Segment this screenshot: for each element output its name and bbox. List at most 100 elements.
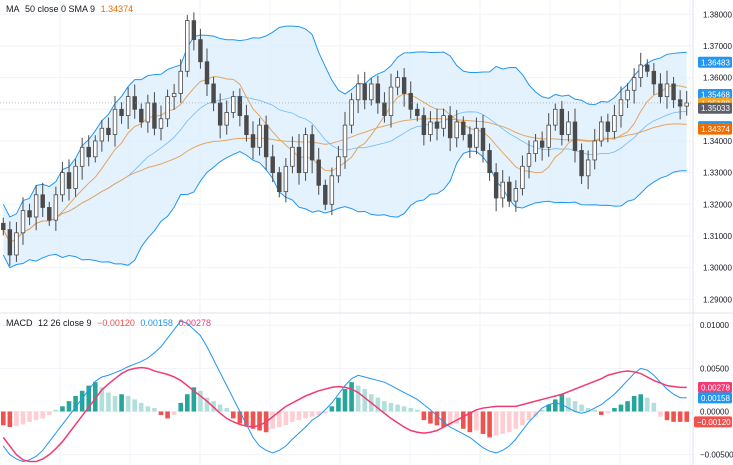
macd-histogram-bar: [605, 411, 611, 414]
macd-histogram-bar: [132, 399, 138, 412]
macd-tick-label: 0.00000: [700, 408, 729, 417]
candle-body: [73, 165, 78, 189]
candle-body: [1, 222, 6, 231]
macd-legend[interactable]: MACD 12 26 close 9 −0.00120 0.00158 0.00…: [6, 318, 214, 328]
price-tick-label: 1.36000: [703, 74, 732, 83]
macd-histogram-bar: [342, 389, 348, 412]
macd-histogram-bar: [250, 411, 256, 429]
macd-histogram-bar: [60, 406, 65, 412]
candle-body: [658, 83, 663, 98]
candle-body: [520, 165, 525, 189]
signal-line: [2, 366, 687, 463]
macd-histogram-bar: [618, 404, 624, 412]
macd-histogram-bar: [592, 409, 598, 412]
candle-body: [185, 20, 190, 72]
candle-body: [388, 86, 394, 117]
candle-body: [539, 140, 545, 148]
macd-histogram-bar: [296, 411, 302, 421]
candle-body: [349, 99, 354, 126]
macd-indicator-params: 12 26 close 9: [38, 318, 92, 328]
macd-badge-bg: [698, 382, 732, 394]
macd-histogram-bar: [198, 390, 203, 412]
price-legend[interactable]: MA 50 close 0 SMA 9 1.34374: [6, 4, 136, 14]
macd-badge-bg: [698, 392, 732, 404]
macd-histogram-bar: [329, 406, 335, 412]
candle-body: [553, 108, 558, 126]
candle-body: [434, 121, 440, 129]
candle-body: [329, 175, 335, 205]
macd-histogram-bar: [579, 404, 584, 412]
candle-body: [66, 172, 72, 189]
candle-body: [447, 115, 453, 139]
candle-body: [375, 83, 381, 104]
macd-histogram-bar: [474, 411, 479, 431]
macd-histogram-bar: [158, 411, 164, 415]
price-badge: 1.35033: [701, 104, 730, 113]
macd-hist-value: −0.00120: [97, 318, 135, 328]
macd-histogram-bar: [566, 397, 571, 412]
candle-body: [198, 39, 203, 63]
macd-histogram-bar: [664, 411, 670, 421]
macd-histogram-bar: [533, 411, 538, 417]
price-badge-bg: [698, 123, 732, 135]
candle-body: [566, 121, 571, 136]
macd-histogram-bar: [230, 411, 236, 419]
macd-histogram-bar: [191, 387, 197, 412]
candle-body: [382, 102, 387, 117]
candle-body: [263, 124, 269, 158]
price-badges: 1.364831.354681.351881.350331.344531.343…: [694, 56, 732, 428]
macd-indicator-name: MACD: [6, 318, 33, 328]
macd-histogram-bar: [178, 402, 184, 412]
macd-tick-label: 0.00500: [700, 364, 729, 373]
candle-body: [224, 112, 229, 126]
candle-body: [599, 121, 604, 142]
macd-badge: 0.00158: [701, 394, 730, 403]
macd-histogram-bar: [546, 404, 552, 412]
candle-body: [441, 115, 446, 129]
candle-body: [290, 146, 295, 167]
candle-body: [40, 194, 45, 208]
candle-body: [47, 207, 52, 221]
macd-lines: [2, 320, 687, 463]
candle-body: [158, 118, 164, 129]
candle-body: [592, 140, 597, 161]
macd-histogram-bar: [428, 411, 433, 424]
macd-badge-bg: [694, 416, 732, 428]
macd-histogram: [0, 382, 690, 438]
candle-body: [86, 146, 91, 158]
macd-histogram-bar: [138, 402, 144, 412]
candle-body: [487, 150, 492, 174]
candle-body: [152, 102, 157, 129]
macd-histogram-bar: [447, 411, 453, 426]
candle-body: [231, 96, 236, 113]
candle-body: [355, 83, 361, 101]
candle-body: [79, 146, 85, 167]
macd-histogram-bar: [651, 402, 657, 412]
macd-histogram-bar: [500, 411, 506, 434]
macd-histogram-bar: [73, 395, 78, 412]
price-tick-label: 1.31000: [703, 232, 732, 241]
macd-histogram-bar: [460, 411, 466, 429]
macd-histogram-bar: [33, 411, 39, 421]
macd-histogram-bar: [257, 411, 262, 431]
macd-histogram-bar: [7, 411, 13, 428]
candle-body: [244, 115, 249, 136]
price-badge: 1.36483: [701, 58, 730, 67]
candle-body: [309, 134, 315, 161]
price-tick-label: 1.38000: [703, 10, 732, 19]
macd-histogram-bar: [559, 394, 565, 412]
macd-histogram-bar: [145, 406, 151, 412]
candle-body: [585, 159, 591, 177]
candle-body: [461, 121, 466, 136]
macd-histogram-bar: [322, 411, 328, 414]
macd-histogram-bar: [152, 408, 157, 412]
price-tick-label: 1.32000: [703, 200, 732, 209]
candle-body: [60, 172, 65, 196]
candle-body: [605, 121, 611, 132]
macd-histogram-bar: [79, 390, 85, 412]
price-tick-label: 1.29000: [703, 295, 732, 304]
macd-histogram-bar: [487, 411, 492, 438]
macd-histogram-bar: [53, 409, 59, 412]
macd-histogram-bar: [625, 401, 630, 412]
macd-histogram-bar: [408, 408, 414, 412]
